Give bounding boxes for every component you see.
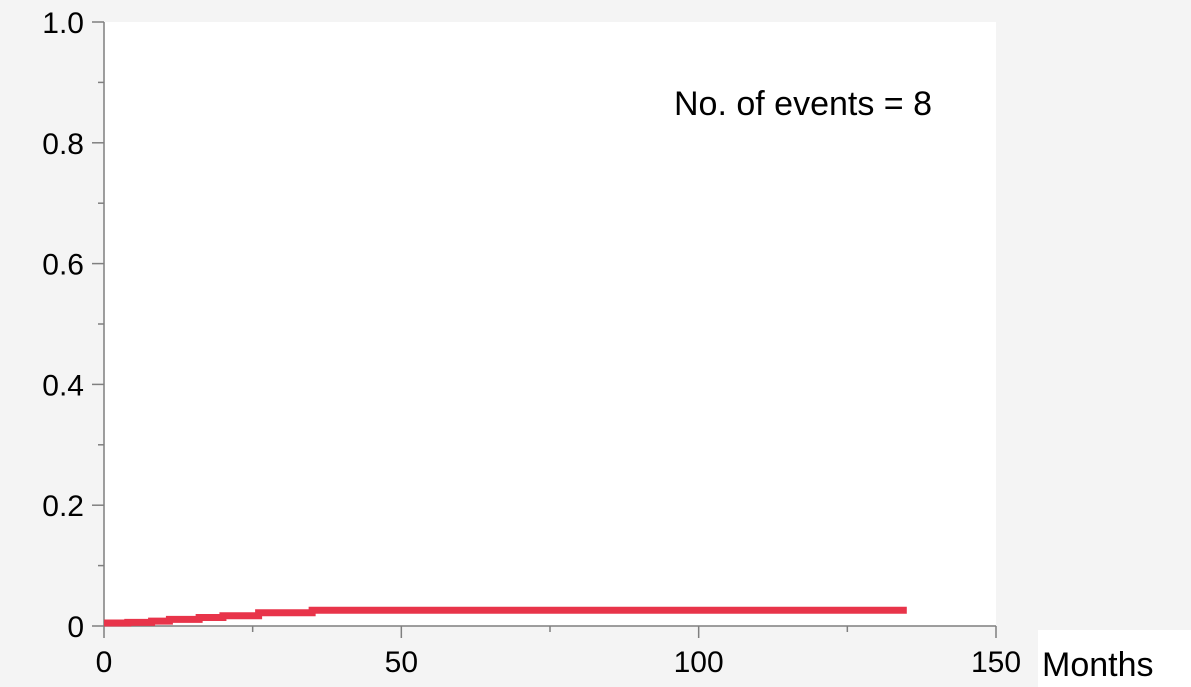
y-tick-label: 1.0 bbox=[42, 7, 84, 40]
x-tick-label: 100 bbox=[674, 646, 724, 679]
plot-area bbox=[104, 22, 996, 626]
cumulative-incidence-curve bbox=[104, 606, 907, 627]
y-tick-label: 0.4 bbox=[42, 369, 84, 402]
y-tick-label: 0.8 bbox=[42, 128, 84, 161]
events-annotation: No. of events = 8 bbox=[674, 85, 932, 123]
x-tick-label: 0 bbox=[96, 646, 113, 679]
x-axis-label-box bbox=[1038, 630, 1191, 687]
y-tick-label: 0 bbox=[67, 611, 84, 644]
x-axis-label: Months bbox=[1042, 646, 1154, 684]
series-layer bbox=[104, 606, 907, 627]
x-tick-label: 50 bbox=[385, 646, 418, 679]
y-tick-label: 0.6 bbox=[42, 249, 84, 282]
x-tick-label: 150 bbox=[971, 646, 1021, 679]
y-axis: 0 0.2 0.4 0.6 0.8 1.0 bbox=[42, 7, 105, 644]
x-axis: 0 50 100 150 bbox=[96, 625, 1021, 679]
y-tick-label: 0.2 bbox=[42, 490, 84, 523]
